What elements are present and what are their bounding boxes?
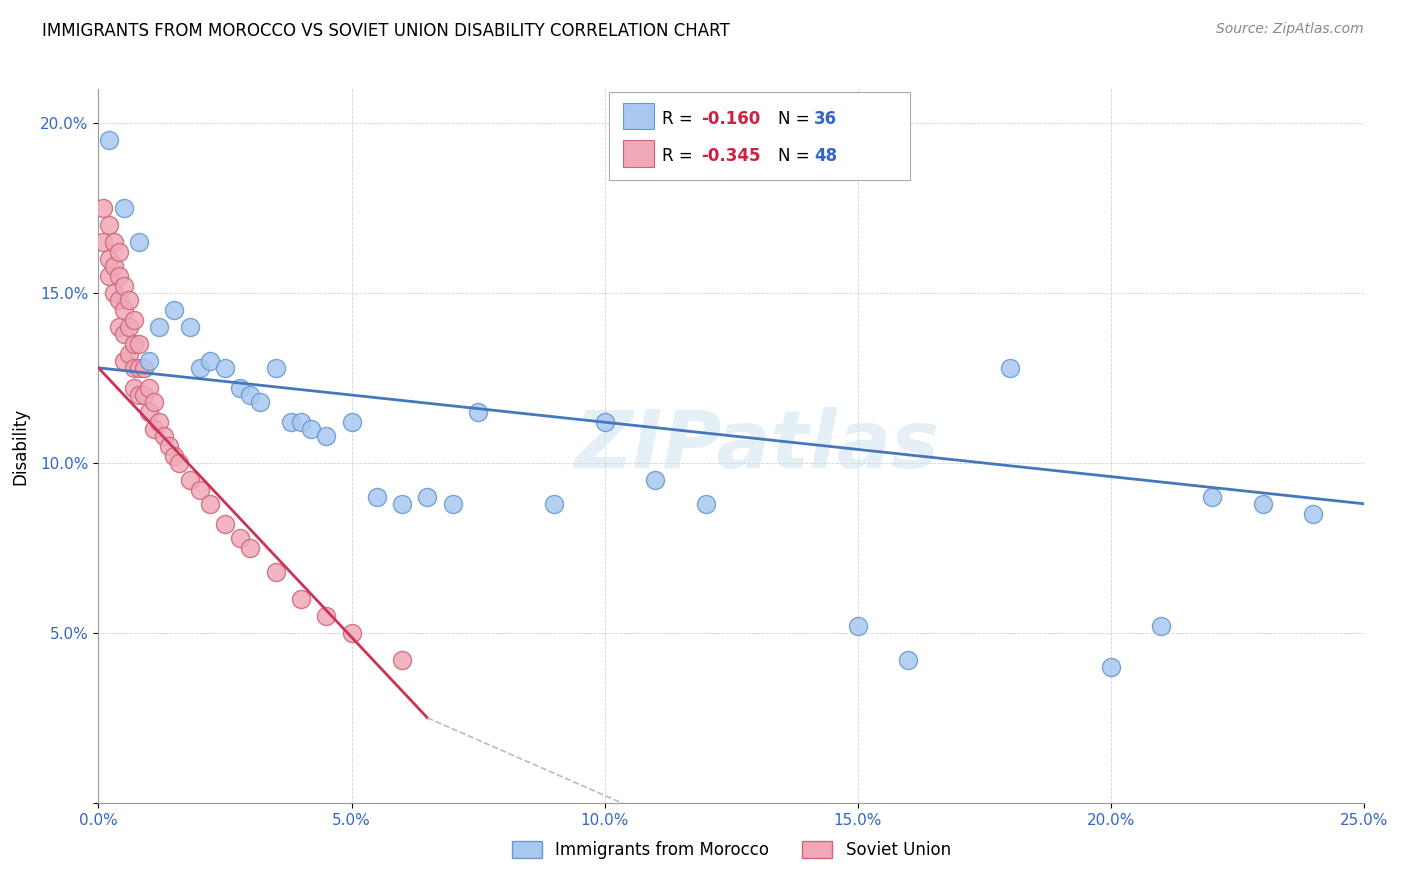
Text: Source: ZipAtlas.com: Source: ZipAtlas.com [1216,22,1364,37]
Point [239,388,262,402]
Point [128,388,150,402]
Text: N =: N = [778,110,808,128]
Point [112,303,135,318]
Text: R =: R = [662,110,693,128]
Text: IMMIGRANTS FROM MOROCCO VS SOVIET UNION DISABILITY CORRELATION CHART: IMMIGRANTS FROM MOROCCO VS SOVIET UNION … [42,22,730,40]
Point [340,626,363,640]
Text: 48: 48 [814,147,837,165]
Text: R =: R = [662,147,693,165]
Point [128,337,150,351]
Point [214,517,236,532]
Point [148,415,170,429]
Point [695,497,717,511]
Point [280,415,302,429]
Point [593,415,616,429]
Text: -0.160: -0.160 [702,110,761,128]
Point [998,360,1021,375]
Point [543,497,565,511]
Text: -0.345: -0.345 [702,147,761,165]
Point [198,354,221,368]
Point [366,490,388,504]
Point [264,565,287,579]
Point [103,235,125,249]
Point [897,653,920,667]
Point [315,429,337,443]
Point [416,490,439,504]
Point [132,388,155,402]
Point [107,320,129,334]
Point [138,354,160,368]
Point [153,429,176,443]
Point [229,381,252,395]
Point [467,405,489,419]
Point [122,360,145,375]
Point [264,360,287,375]
Point [118,347,141,361]
Point [169,456,191,470]
Point [107,293,129,307]
Point [112,279,135,293]
Point [1150,619,1173,633]
Point [122,337,145,351]
Point [340,415,363,429]
Point [290,591,312,606]
Point [138,381,160,395]
Point [441,497,464,511]
Point [163,449,186,463]
Point [103,286,125,301]
Point [122,313,145,327]
Point [122,381,145,395]
Point [138,405,160,419]
Point [118,320,141,334]
Point [299,422,322,436]
Point [97,252,120,266]
Point [163,303,186,318]
Point [179,473,201,487]
Point [132,360,155,375]
Point [112,326,135,341]
Point [128,235,150,249]
Point [198,497,221,511]
Point [112,354,135,368]
Point [1201,490,1223,504]
Point [188,360,211,375]
Point [391,497,413,511]
Point [249,394,271,409]
Point [97,269,120,284]
Point [1251,497,1274,511]
Legend: Immigrants from Morocco, Soviet Union: Immigrants from Morocco, Soviet Union [505,834,957,866]
Point [107,245,129,260]
Point [188,483,211,498]
Point [143,422,166,436]
Point [118,293,141,307]
Point [97,218,120,232]
Point [93,235,115,249]
Point [644,473,666,487]
Point [214,360,236,375]
Point [179,320,201,334]
Y-axis label: Disability: Disability [11,408,30,484]
Text: 36: 36 [814,110,837,128]
Point [290,415,312,429]
Point [157,439,180,453]
Point [103,259,125,273]
Point [148,320,170,334]
Point [128,360,150,375]
Point [93,201,115,215]
Point [1302,507,1324,521]
Text: N =: N = [778,147,808,165]
Point [239,541,262,555]
Point [107,269,129,284]
Point [846,619,869,633]
Point [112,201,135,215]
Point [97,133,120,147]
Point [391,653,413,667]
Point [143,394,166,409]
Point [315,608,337,623]
Point [229,531,252,545]
Text: ZIPatlas: ZIPatlas [574,407,939,485]
Point [1099,660,1122,674]
